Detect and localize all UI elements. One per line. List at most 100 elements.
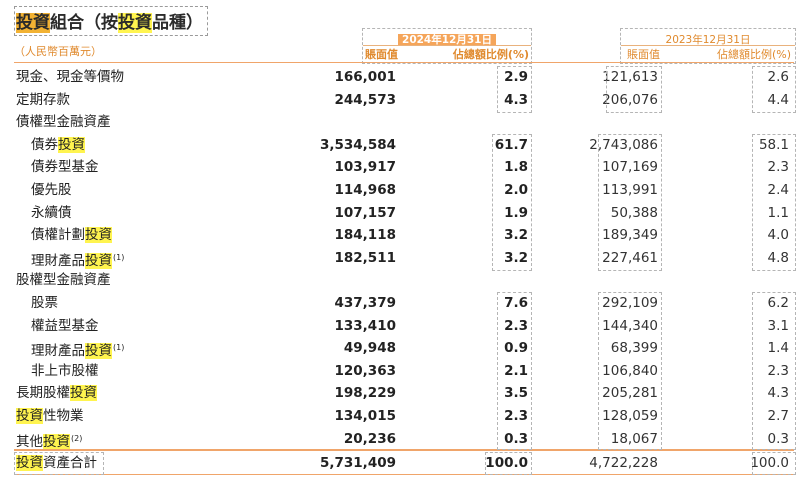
- label-part: 性物業: [43, 408, 84, 424]
- value-2024: 134,015: [334, 408, 397, 424]
- table-row: 現金、現金等價物 166,001 2.9 121,613 2.6: [0, 66, 800, 89]
- title-part: 投資: [16, 13, 50, 33]
- label-part: 股票: [31, 295, 58, 311]
- table-row: 理財產品投資(1) 182,511 3.2 227,461 4.8: [0, 247, 800, 270]
- table-row: 債權型金融資產: [0, 111, 800, 134]
- pct-2023: 4.8: [767, 249, 789, 266]
- value-2024: 107,157: [334, 204, 397, 221]
- row-label: 長期股權投資: [16, 382, 97, 404]
- value-header-2024: 賬面值: [365, 48, 398, 61]
- pct-2024: 3.5: [504, 385, 528, 402]
- label-part: 理財產品: [31, 252, 85, 269]
- pct-2023: 3.1: [767, 317, 789, 334]
- pct-2023: 4.0: [767, 227, 789, 244]
- pct-2024: 61.7: [494, 136, 528, 153]
- table-row: 股票 437,379 7.6 292,109 6.2: [0, 292, 800, 315]
- pct-2023: 2.3: [767, 159, 789, 176]
- table-row: 永續債 107,157 1.9 50,388 1.1: [0, 202, 800, 225]
- table-row: 長期股權投資 198,229 3.5 205,281 4.3: [0, 382, 800, 405]
- row-label: 股票: [31, 292, 58, 314]
- pct-2023: 4.3: [767, 385, 789, 402]
- table-row: 股權型金融資產: [0, 269, 800, 292]
- total-row: 投資資產合計 5,731,409 100.0 4,722,228 100.0: [0, 452, 800, 475]
- row-label: 投資性物業: [16, 405, 84, 427]
- column-group-2024: 2024年12月31日 賬面值 佔總額比例(%): [362, 28, 532, 64]
- pct-2023: 2.3: [767, 362, 789, 379]
- pct-2024: 3.2: [504, 227, 528, 244]
- bottom-divider: [14, 474, 794, 475]
- label-part: 投資: [16, 455, 43, 471]
- label-part: 長期股權: [16, 385, 70, 402]
- pct-2024: 3.2: [504, 249, 528, 266]
- pct-2024: 2.0: [504, 182, 528, 198]
- label-part: 理財產品: [31, 343, 85, 360]
- page-title: 投資組合（按投資品種）: [14, 6, 208, 36]
- pct-2023: 100.0: [750, 455, 789, 471]
- value-2024: 5,731,409: [319, 455, 396, 471]
- pct-2023: 6.2: [767, 295, 789, 311]
- pct-2023: 1.1: [767, 204, 789, 221]
- pct-header-2023: 佔總額比例(%): [716, 48, 791, 61]
- label-part: 債券: [31, 136, 58, 153]
- value-2024: 3,534,584: [319, 136, 396, 153]
- row-label: 債券型基金: [31, 156, 99, 178]
- label-part: 股權型金融資產: [16, 272, 111, 289]
- value-header-2023: 賬面值: [627, 48, 660, 61]
- label-part: 投資: [70, 385, 97, 402]
- value-2024: 133,410: [334, 317, 397, 334]
- table-row: 其他投資(2) 20,236 0.3 18,067 0.3: [0, 428, 800, 451]
- value-2024: 166,001: [334, 69, 397, 85]
- value-2024: 20,236: [343, 430, 396, 447]
- row-label: 現金、現金等價物: [16, 66, 124, 88]
- value-2023: 121,613: [602, 69, 658, 85]
- row-label: 非上市股權: [31, 360, 99, 382]
- value-2023: 292,109: [602, 295, 658, 311]
- footnote-marker: (1): [113, 252, 125, 262]
- row-label: 債權計劃投資: [31, 224, 112, 246]
- table-row: 債券投資 3,534,584 61.7 2,743,086 58.1: [0, 134, 800, 157]
- pct-2024: 1.8: [504, 159, 528, 176]
- label-part: 權益型基金: [31, 317, 99, 334]
- pct-2024: 2.9: [504, 69, 528, 85]
- table-row: 投資性物業 134,015 2.3 128,059 2.7: [0, 405, 800, 428]
- row-label: 債權型金融資產: [16, 111, 111, 133]
- table-row: 優先股 114,968 2.0 113,991 2.4: [0, 179, 800, 202]
- row-label: 定期存款: [16, 89, 70, 111]
- pct-2023: 2.4: [767, 182, 789, 198]
- value-2024: 120,363: [334, 362, 397, 379]
- value-2024: 198,229: [334, 385, 397, 402]
- pct-2024: 100.0: [485, 455, 528, 471]
- value-2023: 227,461: [602, 249, 658, 266]
- pct-2023: 0.3: [767, 430, 789, 447]
- column-group-2023: 2023年12月31日 賬面值 佔總額比例(%): [620, 28, 796, 64]
- label-part: 投資: [85, 343, 112, 360]
- pct-2024: 1.9: [504, 204, 528, 221]
- pct-2023: 1.4: [767, 340, 789, 357]
- footnote-marker: (1): [113, 343, 125, 353]
- table-row: 非上市股權 120,363 2.1 106,840 2.3: [0, 360, 800, 383]
- title-part: 投資: [118, 13, 152, 33]
- table-row: 理財產品投資(1) 49,948 0.9 68,399 1.4: [0, 337, 800, 360]
- row-label: 其他投資(2): [16, 428, 82, 453]
- row-label: 投資資產合計: [16, 452, 97, 474]
- header-divider: [14, 62, 794, 63]
- value-2024: 49,948: [343, 340, 396, 357]
- row-label: 債券投資: [31, 134, 85, 156]
- label-part: 債權計劃: [31, 227, 85, 244]
- table-row: 債券型基金 103,917 1.8 107,169 2.3: [0, 156, 800, 179]
- value-2023: 50,388: [610, 204, 658, 221]
- pct-2024: 0.3: [504, 430, 528, 447]
- table-row: 權益型基金 133,410 2.3 144,340 3.1: [0, 315, 800, 338]
- value-2023: 4,722,228: [589, 455, 658, 471]
- pct-2023: 2.6: [767, 69, 789, 85]
- pct-2024: 2.1: [504, 362, 528, 379]
- value-2023: 68,399: [610, 340, 658, 357]
- title-part: 組合（按: [50, 13, 118, 33]
- value-2023: 144,340: [602, 317, 658, 334]
- row-label: 理財產品投資(1): [31, 337, 124, 362]
- date-2023: 2023年12月31日: [665, 34, 751, 46]
- value-2023: 113,991: [602, 182, 658, 198]
- pct-2023: 58.1: [758, 136, 789, 153]
- title-part: 品種）: [152, 13, 203, 33]
- value-2024: 182,511: [334, 249, 397, 266]
